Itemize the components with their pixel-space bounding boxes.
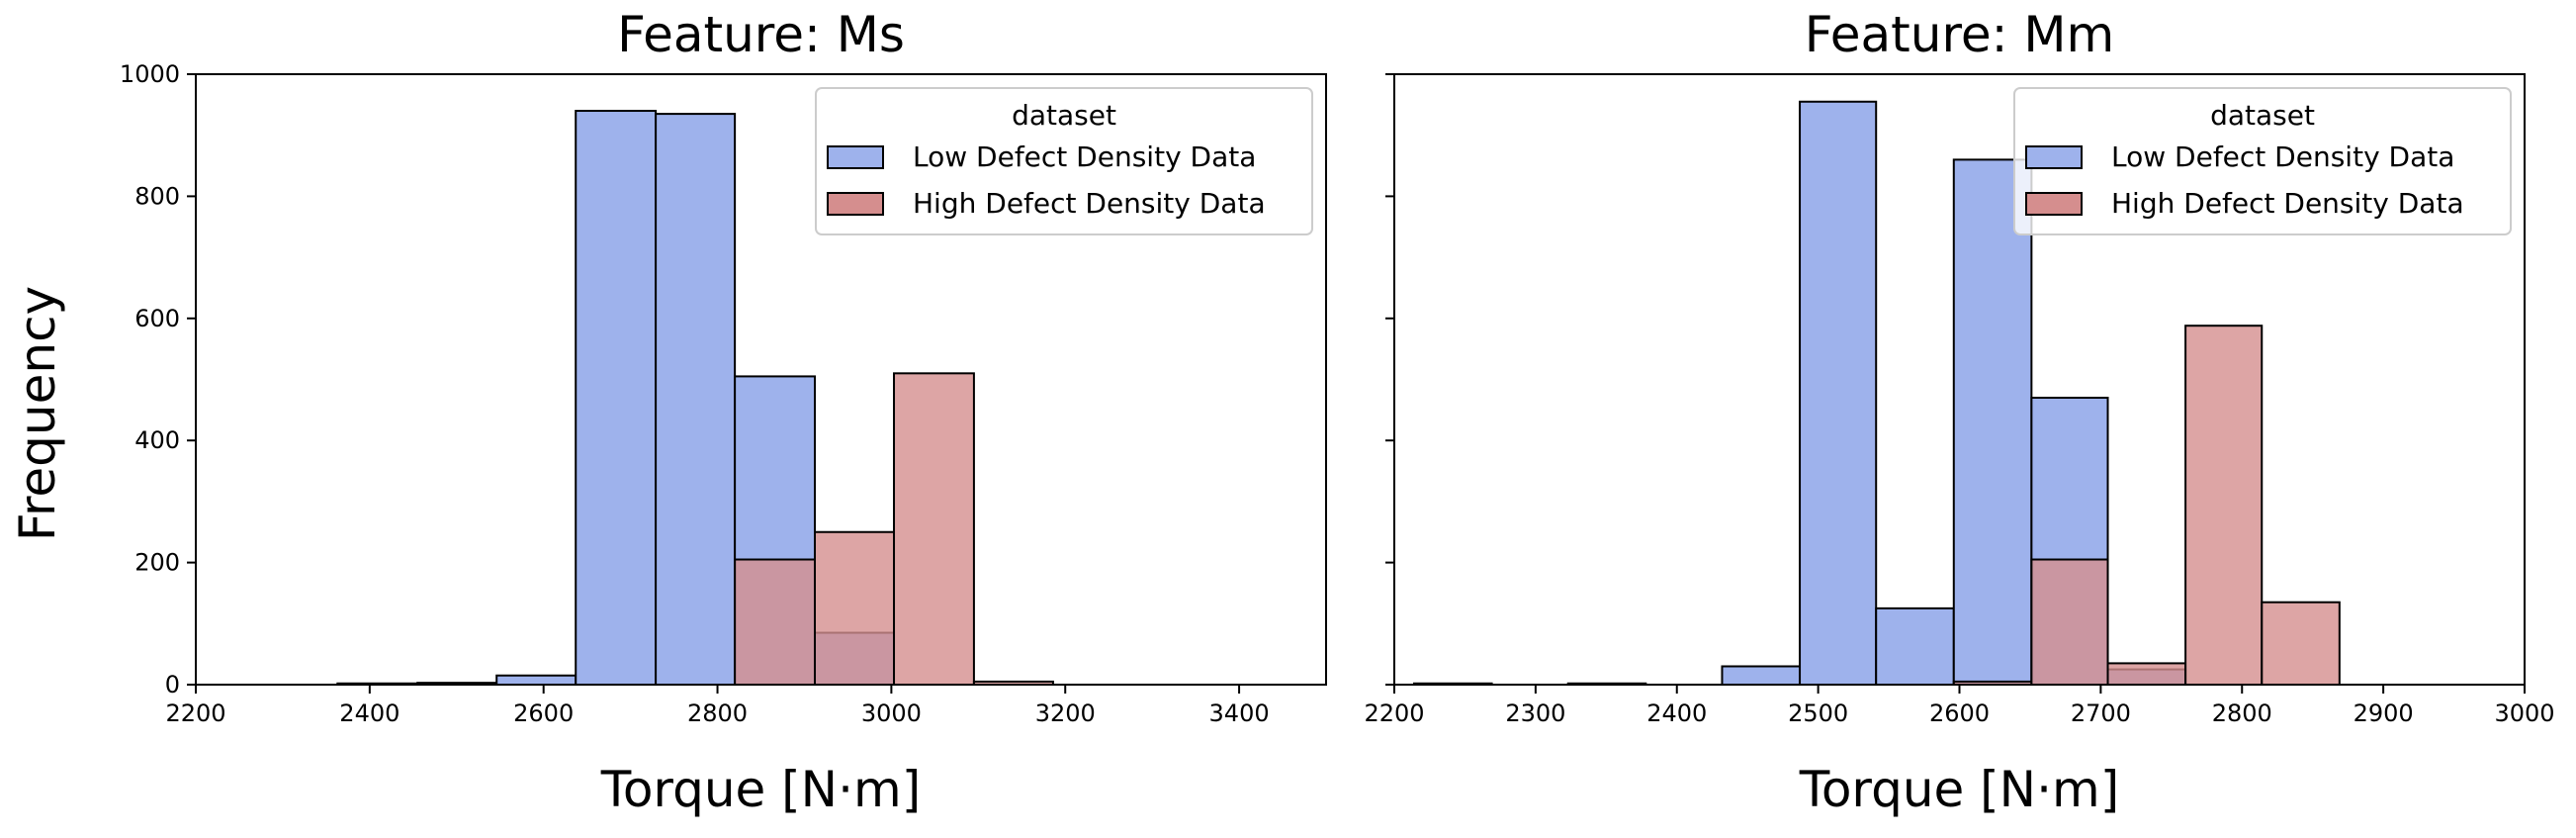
x-tick-label-0: 2200 — [165, 699, 225, 727]
panel-title: Feature: Mm — [1805, 6, 2115, 63]
x-tick-label-6: 2800 — [2212, 699, 2272, 727]
bar-0-2 — [495, 674, 577, 686]
x-tick-label-5: 2700 — [2071, 699, 2131, 727]
bar-1-4 — [2261, 601, 2341, 687]
legend: dataset Low Defect Density Data High Defec… — [2013, 87, 2512, 235]
x-tick-label-5: 3200 — [1035, 699, 1096, 727]
legend-label-1: High Defect Density Data — [2111, 187, 2464, 220]
bar-0-4 — [1875, 606, 1955, 686]
x-tick-label-4: 2600 — [1929, 699, 1990, 727]
x-tick-label-3: 2500 — [1788, 699, 1848, 727]
bar-0-3 — [575, 110, 658, 686]
legend-box — [2013, 87, 2512, 235]
x-tick-label-6: 3400 — [1209, 699, 1270, 727]
bar-1-2 — [2106, 662, 2187, 687]
bar-0-5 — [1952, 158, 2033, 686]
y-tick-label-1: 200 — [134, 549, 180, 577]
legend-label-1: High Defect Density Data — [913, 187, 1266, 220]
y-tick-label-5: 1000 — [120, 60, 180, 88]
legend-box — [815, 87, 1313, 235]
panel-mm: 2200 2300 2400 2500 2600 2700 2800 2900 3000 Feat… — [1364, 6, 2554, 818]
bar-1-0 — [734, 558, 817, 687]
bar-1-1 — [2030, 558, 2109, 687]
bar-0-4 — [655, 113, 737, 687]
x-axis-label: Torque [N·m] — [600, 761, 921, 818]
bar-1-1 — [814, 530, 896, 686]
series-1 — [734, 372, 1054, 687]
legend-title: dataset — [1012, 99, 1116, 132]
legend-label-0: Low Defect Density Data — [2111, 140, 2454, 173]
legend-title: dataset — [2210, 99, 2315, 132]
x-axis-label: Torque [N·m] — [1799, 761, 2119, 818]
legend-swatch-0 — [827, 145, 884, 169]
legend-swatch-1 — [2025, 192, 2083, 216]
series-1 — [1952, 325, 2341, 687]
bar-0-2 — [1721, 665, 1802, 686]
panel-title: Feature: Ms — [617, 6, 905, 63]
x-tick-label-8: 3000 — [2494, 699, 2554, 727]
axes-frame — [195, 73, 1327, 686]
x-tick-label-2: 2600 — [513, 699, 574, 727]
legend-swatch-1 — [827, 192, 884, 216]
x-tick-label-1: 2400 — [339, 699, 400, 727]
y-tick-label-3: 600 — [134, 305, 180, 332]
legend-swatch-0 — [2025, 145, 2083, 169]
bar-1-2 — [893, 372, 975, 686]
x-tick-label-4: 3000 — [861, 699, 922, 727]
figure-y-axis-label: Frequency — [9, 286, 66, 541]
x-tick-label-1: 2300 — [1505, 699, 1565, 727]
x-tick-label-2: 2400 — [1646, 699, 1707, 727]
panel-ms: 2200 2400 2600 2800 3000 3200 3400 0 200 400 600 80… — [120, 6, 1327, 818]
y-tick-label-2: 400 — [134, 426, 180, 454]
legend-label-0: Low Defect Density Data — [913, 140, 1256, 173]
x-tick-label-0: 2200 — [1364, 699, 1424, 727]
y-tick-label-4: 800 — [134, 182, 180, 210]
bar-1-3 — [2184, 325, 2264, 686]
legend: dataset Low Defect Density Data High Defec… — [815, 87, 1313, 235]
bar-0-3 — [1799, 100, 1878, 686]
x-tick-label-3: 2800 — [687, 699, 748, 727]
x-tick-label-7: 2900 — [2354, 699, 2414, 727]
y-tick-label-0: 0 — [165, 671, 180, 698]
